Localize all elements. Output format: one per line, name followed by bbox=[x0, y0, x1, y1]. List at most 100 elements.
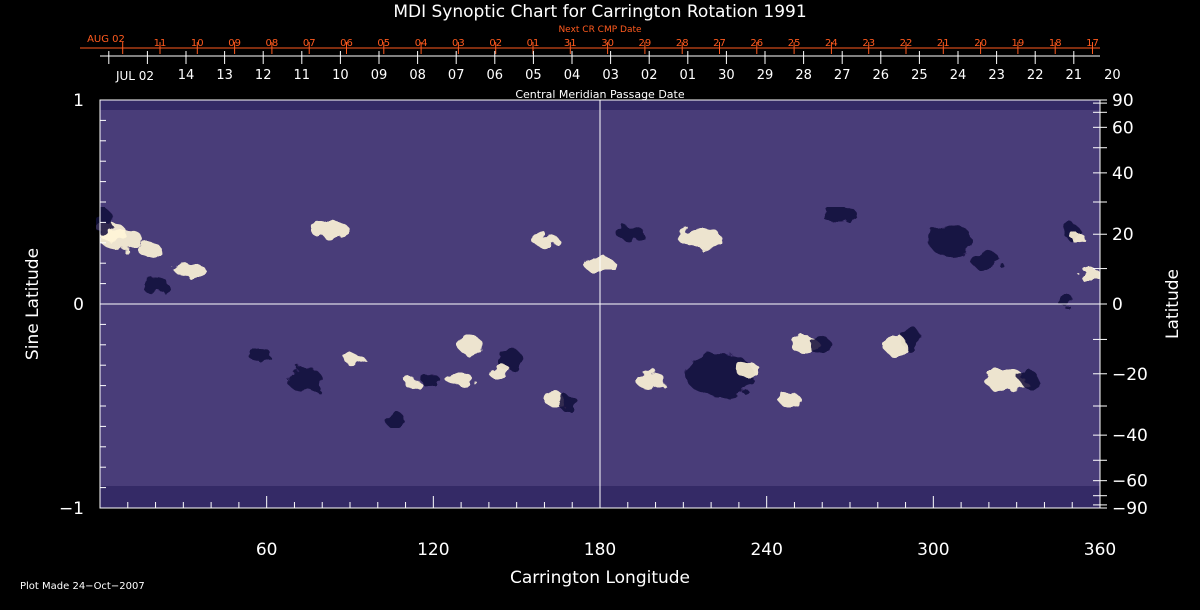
y-tick-label-right: −40 bbox=[1112, 426, 1148, 446]
next-cr-tick-label: 20 bbox=[974, 38, 987, 49]
chart-title: MDI Synoptic Chart for Carrington Rotati… bbox=[393, 2, 806, 22]
next-cr-tick-label: 28 bbox=[676, 38, 689, 49]
cmp-tick-label: 26 bbox=[873, 68, 890, 83]
negative-region-11 bbox=[385, 412, 405, 428]
next-cr-tick-label: 21 bbox=[937, 38, 950, 49]
next-cr-tick-label: 17 bbox=[1086, 38, 1099, 49]
cmp-tick-label: 21 bbox=[1066, 68, 1083, 83]
positive-region-33 bbox=[1080, 267, 1100, 283]
cmp-tick-label: 03 bbox=[602, 68, 619, 83]
next-cr-axis-title: Next CR CMP Date bbox=[558, 25, 642, 35]
positive-region-2 bbox=[138, 243, 162, 257]
x-tick-label-300: 300 bbox=[917, 540, 949, 560]
next-cr-tick-label: 02 bbox=[489, 38, 502, 49]
negative-region-10 bbox=[420, 374, 440, 386]
y-axis-title-left: Sine Latitude bbox=[23, 248, 43, 360]
negative-region-23 bbox=[810, 335, 830, 355]
positive-region-34 bbox=[778, 394, 802, 406]
negative-region-7 bbox=[287, 368, 323, 392]
next-cr-tick-label: 19 bbox=[1012, 38, 1025, 49]
y-tick-label-right: 90 bbox=[1112, 91, 1134, 111]
negative-region-20 bbox=[686, 353, 754, 397]
positive-region-25 bbox=[883, 335, 907, 355]
cmp-tick-label: 10 bbox=[332, 68, 349, 83]
cmp-tick-label: 29 bbox=[757, 68, 774, 83]
x-tick-label-240: 240 bbox=[750, 540, 782, 560]
next-cr-tick-label: 25 bbox=[788, 38, 801, 49]
next-cr-tick-label: 08 bbox=[266, 38, 279, 49]
cmp-tick-label: 25 bbox=[911, 68, 928, 83]
negative-region-29 bbox=[1020, 372, 1040, 388]
y-tick-label-left: 0 bbox=[73, 295, 84, 315]
y-axis-title-right: Latitude bbox=[1163, 269, 1183, 339]
positive-region-36 bbox=[310, 222, 350, 238]
y-tick-label-right: −60 bbox=[1112, 472, 1148, 492]
cmp-tick-label: 04 bbox=[564, 68, 581, 83]
positive-region-5 bbox=[174, 264, 206, 276]
next-cr-tick-label: 31 bbox=[564, 38, 577, 49]
next-cr-tick-label: 05 bbox=[377, 38, 390, 49]
cmp-tick-label: 02 bbox=[641, 68, 658, 83]
next-cr-tick-label: 03 bbox=[452, 38, 465, 49]
negative-region-18 bbox=[616, 225, 644, 241]
y-tick-label-right: 0 bbox=[1112, 295, 1123, 315]
active-regions bbox=[96, 207, 1100, 428]
negative-region-37 bbox=[822, 207, 858, 223]
cmp-axis-title: Central Meridian Passage Date bbox=[515, 88, 684, 101]
negative-region-27 bbox=[971, 250, 999, 270]
negative-region-6 bbox=[248, 349, 272, 361]
cmp-tick-label: 06 bbox=[487, 68, 504, 83]
positive-region-17 bbox=[531, 234, 559, 246]
negative-region-16 bbox=[558, 395, 578, 411]
cmp-tick-label: 27 bbox=[834, 68, 851, 83]
y-tick-label-right: 40 bbox=[1112, 164, 1134, 184]
next-cr-tick-label: 24 bbox=[825, 38, 838, 49]
next-cr-tick-label: 07 bbox=[303, 38, 316, 49]
cmp-tick-label: 20 bbox=[1104, 68, 1121, 83]
cmp-tick-label: 28 bbox=[795, 68, 812, 83]
cmp-tick-label: 01 bbox=[680, 68, 697, 83]
axes: 60 120 180 240 300 360 1 0 −1 90 60 40 20 0 −20 −40 −60 −… bbox=[59, 91, 1148, 560]
next-cr-tick-label: 10 bbox=[191, 38, 204, 49]
x-tick-label-360: 360 bbox=[1084, 540, 1116, 560]
next-cr-tick-label: 22 bbox=[900, 38, 913, 49]
cmp-tick-label: 24 bbox=[950, 68, 967, 83]
negative-region-26 bbox=[928, 224, 972, 256]
synoptic-map bbox=[96, 100, 1100, 508]
cmp-tick-label: 30 bbox=[718, 68, 735, 83]
cmp-tick-label: 08 bbox=[409, 68, 426, 83]
positive-region-14 bbox=[458, 335, 482, 355]
y-tick-label-left: 1 bbox=[73, 91, 84, 111]
positive-region-35 bbox=[636, 370, 664, 390]
y-tick-label-right: −90 bbox=[1112, 499, 1148, 519]
plot-made-note: Plot Made 24−Oct−2007 bbox=[20, 581, 145, 592]
positive-region-28 bbox=[985, 368, 1025, 392]
next-cr-tick-label: 30 bbox=[601, 38, 614, 49]
cmp-tick-label: 11 bbox=[294, 68, 311, 83]
cmp-tick-label: 12 bbox=[255, 68, 272, 83]
top-axis-next-cr: 11 10 09 08 07 06 05 04 03 02 01 31 30 29 28 27 26 25 24 23… bbox=[80, 25, 1100, 54]
next-cr-tick-label: 23 bbox=[862, 38, 875, 49]
x-tick-label-60: 60 bbox=[256, 540, 278, 560]
next-cr-tick-label: 27 bbox=[713, 38, 726, 49]
cmp-tick-label: 23 bbox=[988, 68, 1005, 83]
negative-region-4 bbox=[141, 277, 169, 293]
next-cr-tick-label: 09 bbox=[228, 38, 241, 49]
next-cr-tick-label: 26 bbox=[750, 38, 763, 49]
next-cr-first-label: AUG 02 bbox=[87, 34, 125, 45]
negative-region-32 bbox=[1057, 294, 1073, 306]
negative-region-24 bbox=[902, 328, 922, 352]
positive-region-9 bbox=[404, 378, 420, 388]
positive-region-1 bbox=[100, 230, 144, 250]
cmp-tick-label: 22 bbox=[1027, 68, 1044, 83]
positive-region-31 bbox=[1071, 233, 1085, 243]
next-cr-tick-label: 04 bbox=[415, 38, 428, 49]
next-cr-tick-label: 01 bbox=[527, 38, 540, 49]
y-tick-label-right: 60 bbox=[1112, 118, 1134, 138]
next-cr-tick-label: 29 bbox=[639, 38, 652, 49]
cmp-tick-label: 07 bbox=[448, 68, 465, 83]
positive-region-39 bbox=[446, 374, 474, 386]
y-tick-label-right: 20 bbox=[1112, 225, 1134, 245]
y-tick-label-left: −1 bbox=[59, 499, 84, 519]
